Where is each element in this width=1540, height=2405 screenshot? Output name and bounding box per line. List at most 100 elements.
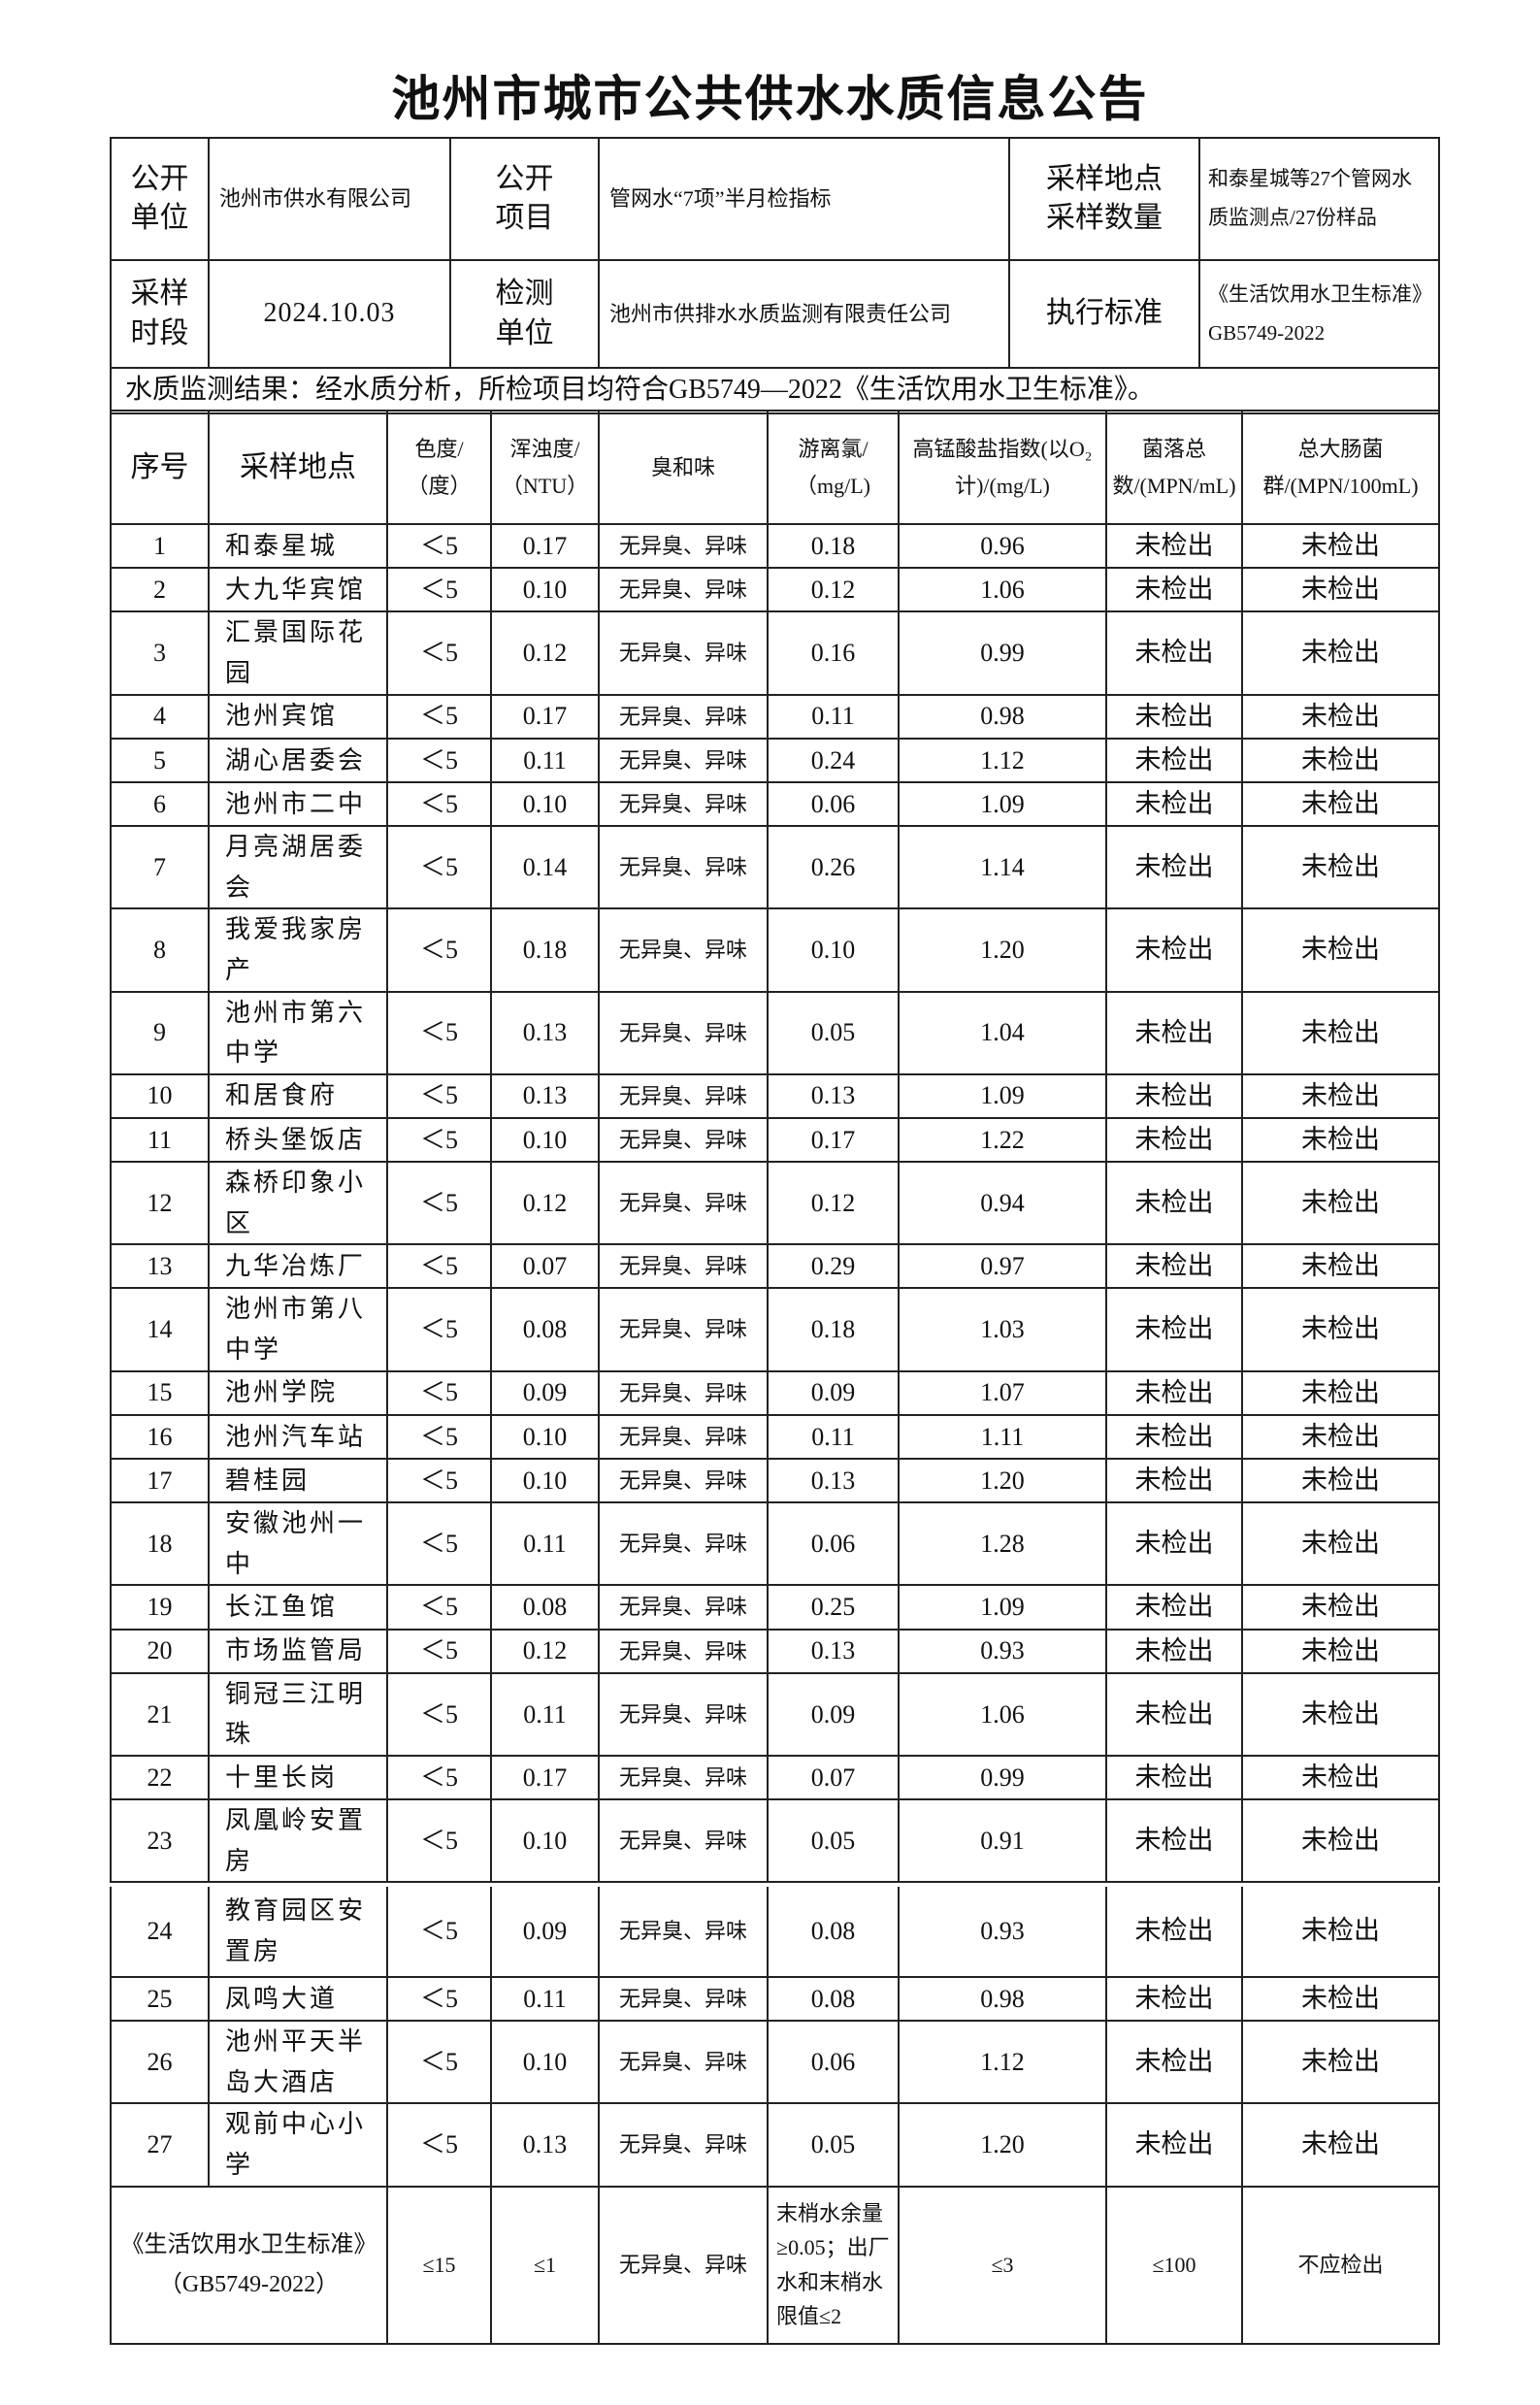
free-chlorine-value: 0.08 <box>767 1975 900 2023</box>
permanganate-value: 0.98 <box>898 1975 1107 2023</box>
sampling-period-label: 采样 时段 <box>110 259 210 369</box>
odor-value: 无异臭、异味 <box>598 1671 769 1757</box>
sampling-site: 和居食府 <box>208 1072 388 1119</box>
turbidity-value: 0.10 <box>490 780 600 828</box>
row-index: 8 <box>110 907 210 993</box>
sampling-site: 和泰星城等27个管网水质监测点/27份样品 <box>1198 137 1440 261</box>
sampling-site: 池州市第八中学 <box>208 1287 388 1372</box>
colony-count-value: 未检出 <box>1105 1501 1243 1587</box>
permanganate-value: 1.03 <box>898 1287 1107 1372</box>
coliform-value: 未检出 <box>1241 1457 1440 1504</box>
free-chlorine-value: 0.11 <box>767 693 900 740</box>
free-chlorine-value: 0.08 <box>767 1887 900 1978</box>
table-row: 3 汇景国际花园 ＜5 0.12 无异臭、异味 0.16 0.99 未检出 未检出 <box>110 610 1440 696</box>
odor-value: 无异臭、异味 <box>598 522 769 570</box>
permanganate-value: 1.06 <box>898 1671 1107 1757</box>
publish-unit: 池州市供水有限公司 <box>208 137 451 261</box>
table-row: 6 池州市二中 ＜5 0.10 无异臭、异味 0.06 1.09 未检出 未检出 <box>110 780 1440 828</box>
limit-turbidity: ≤1 <box>490 2186 600 2345</box>
color-value: ＜5 <box>386 522 492 570</box>
color-value: ＜5 <box>386 1243 492 1290</box>
turbidity-value: 0.09 <box>490 1369 600 1416</box>
sampling-site: 汇景国际花园 <box>208 610 388 696</box>
limit-color: ≤15 <box>386 2186 492 2345</box>
turbidity-value: 0.11 <box>490 1501 600 1587</box>
free-chlorine-value: 0.13 <box>767 1628 900 1674</box>
coliform-value: 未检出 <box>1241 1628 1440 1674</box>
turbidity-value: 0.10 <box>490 567 600 613</box>
colony-count-value: 未检出 <box>1105 1975 1243 2023</box>
colony-count-value: 未检出 <box>1105 2102 1243 2188</box>
row-index: 6 <box>110 780 210 828</box>
color-value: ＜5 <box>386 1413 492 1461</box>
table-row: 13 九华冶炼厂 ＜5 0.07 无异臭、异味 0.29 0.97 未检出 未检出 <box>110 1243 1440 1290</box>
free-chlorine-value: 0.07 <box>767 1754 900 1801</box>
permanganate-value: 0.99 <box>898 610 1107 696</box>
odor-value: 无异臭、异味 <box>598 610 769 696</box>
color-value: ＜5 <box>386 1457 492 1504</box>
coliform-value: 未检出 <box>1241 2102 1440 2188</box>
limit-coliform: 不应检出 <box>1241 2186 1440 2345</box>
table-row: 25 凤鸣大道 ＜5 0.11 无异臭、异味 0.08 0.98 未检出 未检出 <box>110 1975 1440 2023</box>
col-header: 总大肠菌群/(MPN/100mL) <box>1241 410 1440 525</box>
permanganate-value: 1.20 <box>898 2102 1107 2188</box>
coliform-value: 未检出 <box>1241 2020 1440 2105</box>
odor-value: 无异臭、异味 <box>598 693 769 740</box>
sampling-site: 碧桂园 <box>208 1457 388 1504</box>
odor-value: 无异臭、异味 <box>598 1243 769 1290</box>
results-table: 序号 采样地点 色度/（度） 浑浊度/（NTU） 臭和味 游离氯/（mg/L) … <box>110 410 1440 1884</box>
odor-value: 无异臭、异味 <box>598 1628 769 1674</box>
odor-value: 无异臭、异味 <box>598 2020 769 2105</box>
permanganate-value: 1.12 <box>898 737 1107 783</box>
table-row: 27 观前中心小学 ＜5 0.13 无异臭、异味 0.05 1.20 未检出 未检出 <box>110 2102 1440 2188</box>
permanganate-value: 0.91 <box>898 1798 1107 1884</box>
color-value: ＜5 <box>386 693 492 740</box>
coliform-value: 未检出 <box>1241 780 1440 828</box>
turbidity-value: 0.09 <box>490 1887 600 1978</box>
coliform-value: 未检出 <box>1241 1116 1440 1164</box>
turbidity-value: 0.10 <box>490 1413 600 1461</box>
permanganate-value: 1.06 <box>898 567 1107 613</box>
odor-value: 无异臭、异味 <box>598 1161 769 1246</box>
row-index: 17 <box>110 1457 210 1504</box>
sampling-site-label: 采样地点 采样数量 <box>1008 137 1200 261</box>
coliform-value: 未检出 <box>1241 1413 1440 1461</box>
table-row: 22 十里长岗 ＜5 0.17 无异臭、异味 0.07 0.99 未检出 未检出 <box>110 1754 1440 1801</box>
publish-unit-label: 公开 单位 <box>110 137 210 261</box>
color-value: ＜5 <box>386 990 492 1075</box>
table-row: 24 教育园区安置房 ＜5 0.09 无异臭、异味 0.08 0.93 未检出 未检出 <box>110 1887 1440 1978</box>
table-row: 11 桥头堡饭店 ＜5 0.10 无异臭、异味 0.17 1.22 未检出 未检出 <box>110 1116 1440 1164</box>
turbidity-value: 0.14 <box>490 825 600 910</box>
sampling-site: 十里长岗 <box>208 1754 388 1801</box>
free-chlorine-value: 0.05 <box>767 990 900 1075</box>
colony-count-value: 未检出 <box>1105 737 1243 783</box>
table-row: 20 市场监管局 ＜5 0.12 无异臭、异味 0.13 0.93 未检出 未检出 <box>110 1628 1440 1674</box>
col-header: 高锰酸盐指数(以O₂计)/(mg/L) <box>898 410 1107 525</box>
row-index: 3 <box>110 610 210 696</box>
color-value: ＜5 <box>386 1287 492 1372</box>
turbidity-value: 0.13 <box>490 1072 600 1119</box>
sampling-site: 大九华宾馆 <box>208 567 388 613</box>
turbidity-value: 0.11 <box>490 1671 600 1757</box>
permanganate-value: 1.07 <box>898 1369 1107 1416</box>
sampling-site: 池州汽车站 <box>208 1413 388 1461</box>
sampling-site: 池州市二中 <box>208 780 388 828</box>
odor-value: 无异臭、异味 <box>598 990 769 1075</box>
colony-count-value: 未检出 <box>1105 567 1243 613</box>
row-index: 9 <box>110 990 210 1075</box>
color-value: ＜5 <box>386 1887 492 1978</box>
sampling-site: 月亮湖居委会 <box>208 825 388 910</box>
free-chlorine-value: 0.10 <box>767 907 900 993</box>
table-row: 21 铜冠三江明珠 ＜5 0.11 无异臭、异味 0.09 1.06 未检出 未检出 <box>110 1671 1440 1757</box>
turbidity-value: 0.07 <box>490 1243 600 1290</box>
color-value: ＜5 <box>386 2102 492 2188</box>
colony-count-value: 未检出 <box>1105 1243 1243 1290</box>
odor-value: 无异臭、异味 <box>598 1072 769 1119</box>
monitoring-summary: 水质监测结果：经水质分析，所检项目均符合GB5749—2022《生活饮用水卫生标… <box>110 367 1440 414</box>
permanganate-value: 1.09 <box>898 780 1107 828</box>
colony-count-value: 未检出 <box>1105 780 1243 828</box>
sampling-site: 安徽池州一中 <box>208 1501 388 1587</box>
turbidity-value: 0.17 <box>490 693 600 740</box>
publish-item: 管网水“7项”半月检指标 <box>598 137 1010 261</box>
odor-value: 无异臭、异味 <box>598 1754 769 1801</box>
